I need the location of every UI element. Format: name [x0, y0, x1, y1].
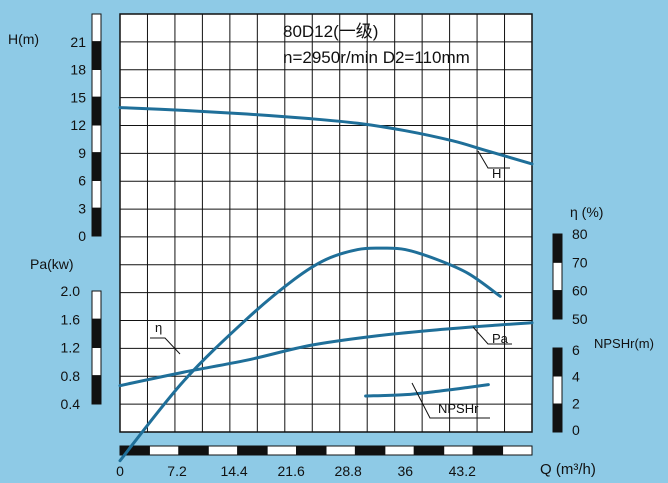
- q-scale-segment: [325, 445, 356, 456]
- eta-callout: η: [150, 320, 181, 355]
- q-scale-segment: [237, 445, 268, 456]
- scale-segment: [552, 290, 563, 320]
- h-tick-label: 9: [78, 145, 86, 161]
- q-scale-segment: [413, 445, 445, 456]
- npshr-tick-label: 0: [572, 422, 580, 438]
- scale-bars: [91, 13, 563, 456]
- scale-segment: [552, 403, 563, 433]
- grid: [120, 14, 532, 432]
- scale-segment: [552, 261, 563, 292]
- scale-segment: [91, 375, 102, 405]
- series-line-H: [118, 106, 534, 166]
- x-tick-label: 14.4: [220, 463, 247, 479]
- q-scale-segment: [443, 445, 474, 456]
- eta-tick-label: 60: [572, 283, 588, 299]
- pa-tick-label: 2.0: [61, 283, 81, 299]
- scale-segment: [91, 96, 102, 126]
- x-tick-label: 21.6: [278, 463, 305, 479]
- series-line-Pa: [118, 321, 534, 388]
- pa-tick-label: 0.8: [61, 368, 81, 384]
- x-axis-label: Q (m³/h): [540, 461, 596, 478]
- pa-curve-label: Pa: [492, 331, 509, 346]
- chart-title-line1: 80D12(一级): [283, 22, 378, 41]
- h-tick-label: 21: [70, 34, 86, 50]
- x-tick-label: 28.8: [335, 463, 362, 479]
- h-callout: H: [477, 150, 510, 181]
- scale-segment: [91, 152, 102, 181]
- npshr-curve-label: NPSHr: [438, 401, 479, 416]
- npshr-tick-label: 2: [572, 395, 580, 411]
- scale-segment: [91, 124, 102, 154]
- h-tick-label: 6: [78, 173, 86, 189]
- q-scale-segment: [178, 445, 209, 456]
- series-line-eta: [118, 246, 502, 463]
- npshr-callout: NPSHr: [411, 382, 490, 419]
- pa-tick-label: 1.6: [61, 311, 81, 327]
- q-scale-segment: [502, 445, 533, 456]
- scale-segment: [91, 69, 102, 98]
- scale-segment: [552, 347, 563, 377]
- scale-segment: [91, 290, 102, 320]
- eta-tick-label: 80: [572, 226, 588, 242]
- scale-segment: [91, 347, 102, 377]
- q-scale-segment: [296, 445, 327, 456]
- h-tick-label: 12: [70, 117, 86, 133]
- q-scale-segment: [384, 445, 415, 456]
- h-tick-label: 0: [78, 228, 86, 244]
- scale-segment: [91, 207, 102, 237]
- q-scale-segment: [266, 445, 298, 456]
- h-curve-label: H: [492, 166, 501, 181]
- scale-segment: [552, 233, 563, 263]
- npshr-tick-label: 4: [572, 369, 580, 385]
- eta-axis-label: η (%): [570, 204, 603, 220]
- h-axis-label: H(m): [8, 31, 39, 47]
- q-scale-segment: [472, 445, 504, 456]
- series-line-npshr: [364, 383, 490, 398]
- curves: [118, 106, 534, 463]
- tick-labels: 0369121518210.40.81.21.62.05060708002460…: [61, 34, 588, 479]
- scale-segment: [91, 318, 102, 348]
- q-scale-segment: [207, 445, 239, 456]
- npshr-axis-label: NPSHr(m): [594, 336, 654, 351]
- scale-segment: [552, 375, 563, 405]
- q-scale-segment: [148, 445, 180, 456]
- eta-tick-label: 50: [572, 311, 588, 327]
- q-scale-segment: [354, 445, 386, 456]
- x-tick-label: 0: [116, 463, 124, 479]
- pa-axis-label: Pa(kw): [30, 256, 74, 272]
- pa-tick-label: 0.4: [61, 396, 81, 412]
- eta-curve-label: η: [155, 320, 162, 335]
- scale-segment: [91, 180, 102, 209]
- chart-title-line2: n=2950r/min D2=110mm: [283, 48, 470, 67]
- eta-tick-label: 70: [572, 254, 588, 270]
- h-tick-label: 15: [70, 89, 86, 105]
- pa-callout: Pa: [472, 326, 512, 346]
- scale-segment: [91, 41, 102, 70]
- npshr-tick-label: 6: [572, 342, 580, 358]
- h-tick-label: 18: [70, 62, 86, 78]
- x-tick-label: 36: [397, 463, 413, 479]
- plot-area: [119, 13, 533, 433]
- scale-segment: [91, 13, 102, 43]
- x-tick-label: 7.2: [167, 463, 187, 479]
- x-tick-label: 43.2: [449, 463, 476, 479]
- pa-tick-label: 1.2: [61, 340, 81, 356]
- h-tick-label: 3: [78, 200, 86, 216]
